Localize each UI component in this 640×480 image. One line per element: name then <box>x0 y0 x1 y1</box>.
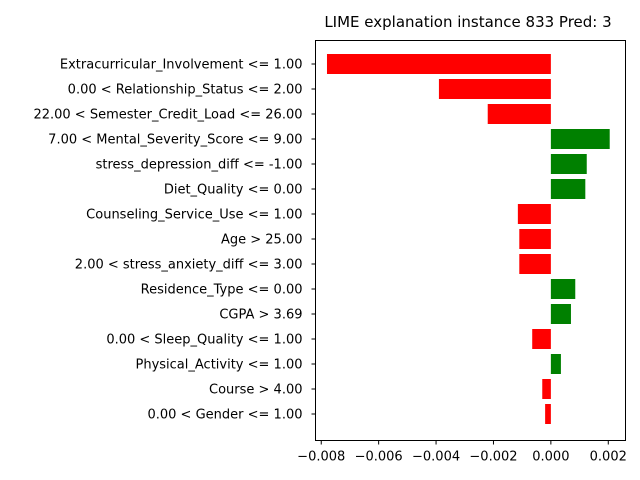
bar <box>550 279 576 299</box>
x-tick-label: −0.006 <box>355 450 403 465</box>
bar <box>550 304 571 324</box>
bar <box>438 79 551 99</box>
bar <box>487 104 551 124</box>
bar <box>519 254 551 274</box>
bar <box>517 204 551 224</box>
y-tick-label: Extracurricular_Involvement <= 1.00 <box>60 58 303 73</box>
y-tick-label: 0.00 < Gender <= 1.00 <box>147 408 302 423</box>
bar <box>550 354 561 374</box>
y-tick-label: 22.00 < Semester_Credit_Load <= 26.00 <box>33 108 302 123</box>
bars-group <box>326 54 610 424</box>
x-tick-label: 0.000 <box>532 450 569 465</box>
y-tick-label: stress_depression_diff <= -1.00 <box>96 158 303 173</box>
y-tick-label: Physical_Activity <= 1.00 <box>136 358 303 373</box>
y-tick-label: Residence_Type <= 0.00 <box>141 283 303 298</box>
bar <box>542 379 551 399</box>
x-tick-label: 0.002 <box>590 450 627 465</box>
y-tick-label: Course > 4.00 <box>209 383 303 398</box>
x-tick-label: −0.004 <box>412 450 460 465</box>
bar <box>532 329 551 349</box>
y-tick-label: 7.00 < Mental_Severity_Score <= 9.00 <box>48 133 302 148</box>
plot-frame <box>315 40 626 441</box>
chart-title: LIME explanation instance 833 Pred: 3 <box>324 13 611 31</box>
bar <box>519 229 551 249</box>
x-axis: −0.008 −0.006 −0.004 −0.002 0.000 0.002 <box>297 440 627 465</box>
x-tick-label: −0.008 <box>297 450 345 465</box>
y-tick-label: Counseling_Service_Use <= 1.00 <box>86 208 302 223</box>
y-tick-label: Diet_Quality <= 0.00 <box>164 183 303 198</box>
bar <box>550 154 587 174</box>
y-tick-label: 0.00 < Sleep_Quality <= 1.00 <box>106 333 302 348</box>
bar <box>545 404 551 424</box>
y-tick-label: 0.00 < Relationship_Status <= 2.00 <box>68 83 303 98</box>
x-tick-label: −0.002 <box>469 450 517 465</box>
y-tick-label: 2.00 < stress_anxiety_diff <= 3.00 <box>75 258 303 273</box>
y-tick-label: Age > 25.00 <box>221 233 303 248</box>
y-tick-label: CGPA > 3.69 <box>219 308 302 323</box>
bar <box>550 129 610 149</box>
bar <box>326 54 551 74</box>
bar <box>550 179 586 199</box>
y-tick-labels: Extracurricular_Involvement <= 1.00 0.00 … <box>33 58 316 423</box>
